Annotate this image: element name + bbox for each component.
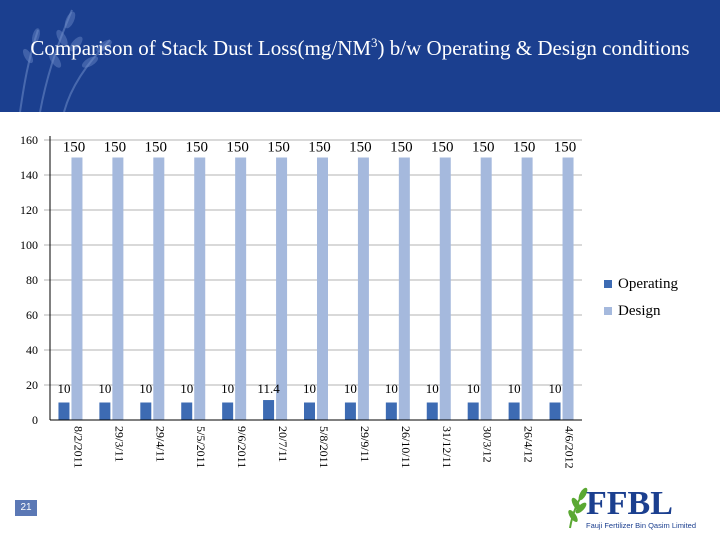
x-tick-label: 31/12/11 <box>440 426 454 468</box>
data-label-operating: 10 <box>344 381 357 396</box>
x-tick-label: 9/6/2011 <box>235 426 249 468</box>
x-tick-label: 29/9/11 <box>358 426 372 462</box>
y-tick-label: 140 <box>20 168 38 182</box>
y-tick-label: 100 <box>20 238 38 252</box>
bar-operating <box>181 402 193 420</box>
data-label-operating: 10 <box>139 381 152 396</box>
bar-design <box>317 157 328 420</box>
bar-design <box>521 157 533 420</box>
x-tick-label: 20/7/11 <box>276 426 290 462</box>
bar-operating <box>58 402 70 420</box>
data-label-design: 150 <box>145 140 168 156</box>
bar-chart: 10 150 10 150 10 150 10 150 10 150 11.4 150 10 150 10 1… <box>20 133 678 469</box>
bar-design <box>153 157 165 420</box>
data-label-design: 150 <box>349 140 372 156</box>
bar-operating <box>549 402 561 420</box>
ffbl-logo: FFBL Fauji Fertilizer Bin Qasim Limited <box>568 485 696 530</box>
data-label-operating: 10 <box>549 381 562 396</box>
bar-operating <box>508 402 520 420</box>
data-label-operating: 10 <box>98 381 111 396</box>
y-tick-label: 60 <box>26 308 38 322</box>
bar-design <box>194 157 206 420</box>
bar-operating <box>426 402 438 420</box>
slide-number: 21 <box>15 500 37 516</box>
bar-design <box>357 157 369 420</box>
y-tick-label: 20 <box>26 378 38 392</box>
wheat-decoration-icon <box>19 9 112 112</box>
y-tick-label: 80 <box>26 273 38 287</box>
bar-operating <box>467 402 479 420</box>
data-label-operating: 10 <box>385 381 398 396</box>
bar-design <box>112 157 124 420</box>
x-tick-label: 5/8/2011 <box>317 426 331 468</box>
data-label-design: 150 <box>104 140 127 156</box>
data-label-design: 150 <box>226 140 249 156</box>
bar-design <box>71 157 83 420</box>
y-tick-label: 40 <box>26 343 38 357</box>
x-tick-label: 30/3/12 <box>481 426 495 463</box>
x-tick-label: 29/3/11 <box>112 426 126 462</box>
data-label-operating: 11.4 <box>257 381 280 396</box>
bar-design <box>439 157 451 420</box>
title-banner: Comparison of Stack Dust Loss(mg/NM3) b/… <box>0 0 720 112</box>
data-label-design: 150 <box>390 140 413 156</box>
y-tick-label: 0 <box>32 413 38 427</box>
data-label-operating: 10 <box>57 381 70 396</box>
x-tick-label: 26/4/12 <box>522 426 536 463</box>
data-label-design: 150 <box>185 140 208 156</box>
logo-wordmark: FFBL <box>586 485 673 522</box>
x-tick-label: 26/10/11 <box>399 426 413 468</box>
x-tick-label: 8/2/2011 <box>71 426 85 468</box>
x-tick-label: 5/5/2011 <box>194 426 208 468</box>
data-label-design: 150 <box>431 140 454 156</box>
data-label-design: 150 <box>472 140 495 156</box>
data-label-operating: 10 <box>180 381 193 396</box>
bar-operating <box>140 402 152 420</box>
legend-swatch <box>604 280 612 288</box>
bar-design <box>480 157 492 420</box>
logo-subtitle: Fauji Fertilizer Bin Qasim Limited <box>586 521 696 530</box>
x-tick-label: 29/4/11 <box>153 426 167 462</box>
x-tick-label: 4/6/2012 <box>563 426 577 469</box>
chart-title: Comparison of Stack Dust Loss(mg/NM3) b/… <box>30 35 690 60</box>
data-label-operating: 10 <box>221 381 234 396</box>
data-label-design: 150 <box>63 140 86 156</box>
bar-operating <box>385 402 397 420</box>
bar-design <box>398 157 410 420</box>
data-label-design: 150 <box>267 140 290 156</box>
bar-operating <box>263 400 275 420</box>
bar-design <box>562 157 574 420</box>
legend-label: Design <box>618 303 661 319</box>
y-tick-label: 160 <box>20 133 38 147</box>
data-label-operating: 10 <box>303 381 316 396</box>
bar-operating <box>344 402 356 420</box>
legend-label: Operating <box>618 276 678 292</box>
y-tick-label: 120 <box>20 203 38 217</box>
bar-design <box>276 157 288 420</box>
bar-operating <box>99 402 111 420</box>
bar-operating <box>222 402 234 420</box>
data-label-operating: 10 <box>467 381 480 396</box>
data-label-design: 150 <box>513 140 536 156</box>
wheat-logo-icon <box>568 487 588 529</box>
bar-design <box>235 157 247 420</box>
legend-swatch <box>604 307 612 315</box>
data-label-operating: 10 <box>508 381 521 396</box>
data-label-design: 150 <box>554 140 577 156</box>
data-label-design: 150 <box>308 140 331 156</box>
bar-operating <box>304 402 315 420</box>
data-label-operating: 10 <box>426 381 439 396</box>
